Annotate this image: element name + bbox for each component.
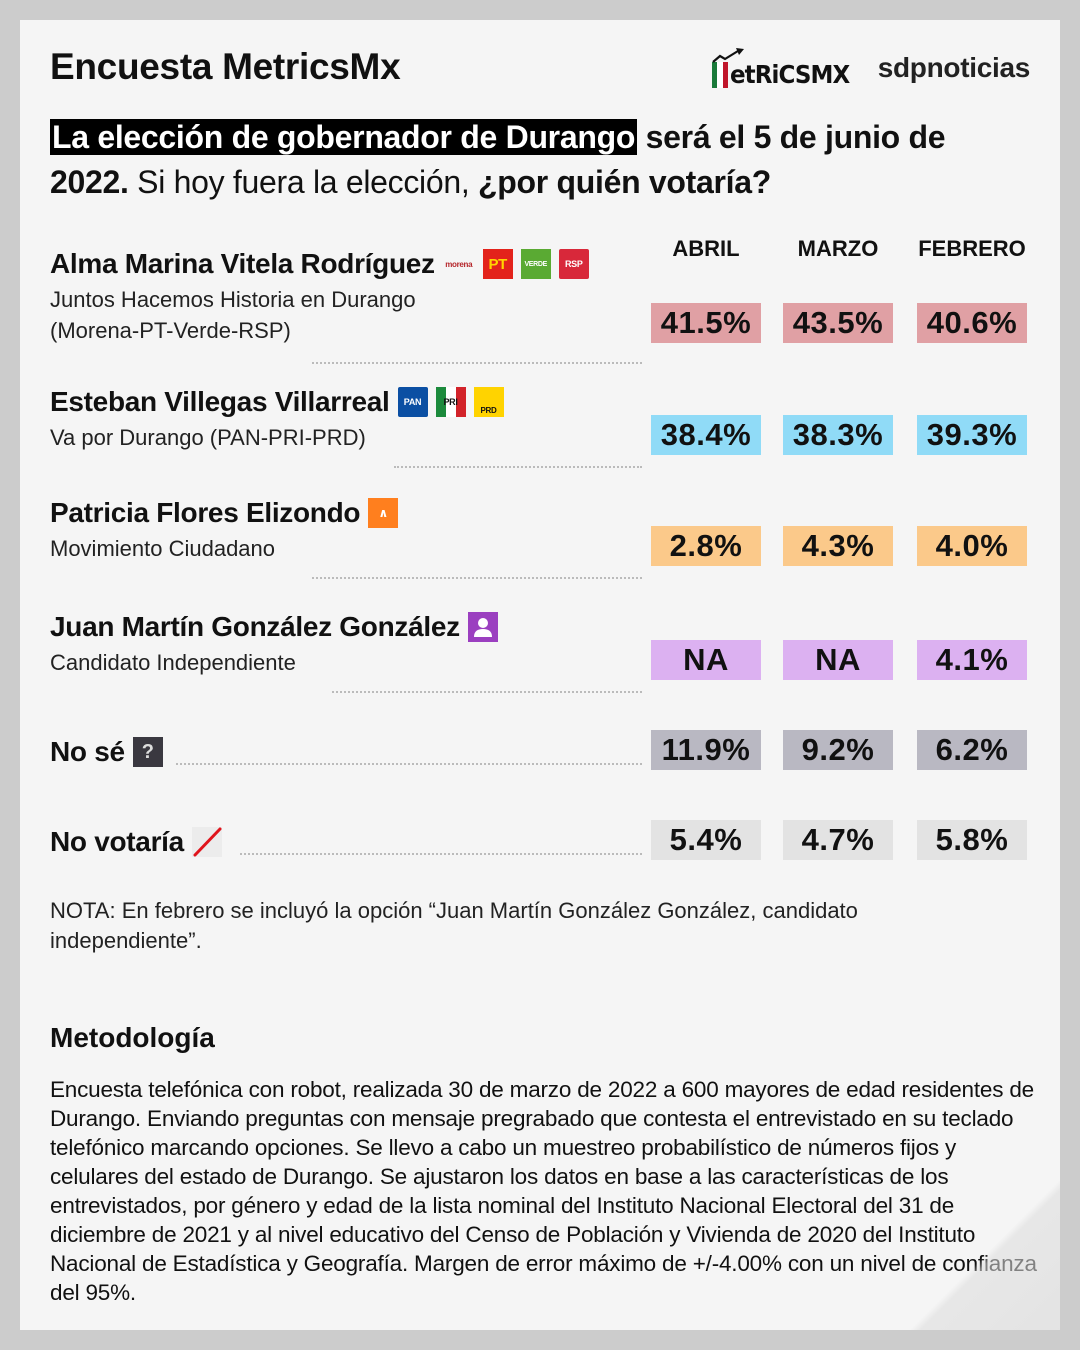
value-no-se-febrero: 6.2% bbox=[917, 730, 1027, 770]
column-header-febrero: FEBRERO bbox=[918, 236, 1026, 261]
poll-card: Encuesta MetricsMx etRiCSMX sdpnoticias … bbox=[20, 20, 1060, 1330]
dotted-leader bbox=[240, 853, 642, 855]
value-villegas-marzo: 38.3% bbox=[783, 415, 893, 455]
column-header-abril: ABRIL bbox=[672, 236, 740, 261]
candidate-row-villegas: Esteban Villegas Villarreal PAN PRI PRD … bbox=[50, 386, 1030, 468]
dotted-leader bbox=[176, 763, 642, 765]
option-row-no-se: No sé ? bbox=[50, 736, 1030, 768]
value-flores-marzo: 4.3% bbox=[783, 526, 893, 566]
slash-no-vote-icon bbox=[191, 827, 222, 857]
option-row-no-votaria: No votaría bbox=[50, 826, 1030, 858]
trend-arrow-icon bbox=[712, 48, 744, 63]
value-vitela-abril: 41.5% bbox=[651, 303, 761, 343]
candidate-row-gonzalez: Juan Martín González González Candidato … bbox=[50, 611, 1030, 693]
methodology-heading: Metodología bbox=[50, 1022, 215, 1053]
morena-logo-icon: morena bbox=[442, 249, 475, 279]
value-gonzalez-marzo: NA bbox=[783, 640, 893, 680]
value-gonzalez-abril: NA bbox=[651, 640, 761, 680]
prd-logo-icon: PRD bbox=[473, 387, 504, 417]
dotted-leader bbox=[332, 691, 642, 693]
survey-question: La elección de gobernador de Durango ser… bbox=[50, 119, 946, 200]
footnote: NOTA: En febrero se incluyó la opción “J… bbox=[50, 898, 858, 953]
value-vitela-marzo: 43.5% bbox=[783, 303, 893, 343]
dotted-leader bbox=[312, 577, 642, 579]
column-header-marzo: MARZO bbox=[797, 236, 879, 261]
value-gonzalez-febrero: 4.1% bbox=[917, 640, 1027, 680]
movimiento-ciudadano-logo-icon: ∧ bbox=[368, 498, 399, 528]
verde-logo-icon: VERDE bbox=[520, 249, 551, 279]
candidate-row-vitela: Alma Marina Vitela Rodríguez morena PT V… bbox=[50, 248, 1030, 364]
value-vitela-febrero: 40.6% bbox=[917, 303, 1027, 343]
question-mark-icon: ? bbox=[132, 737, 163, 767]
value-no-se-abril: 11.9% bbox=[651, 730, 761, 770]
logos: etRiCSMX sdpnoticias bbox=[712, 48, 1030, 88]
value-villegas-abril: 38.4% bbox=[651, 415, 761, 455]
page-title: Encuesta MetricsMx bbox=[50, 46, 401, 87]
candidate-row-flores: Patricia Flores Elizondo ∧ Movimiento Ci… bbox=[50, 497, 1030, 579]
value-no-votaria-abril: 5.4% bbox=[651, 820, 761, 860]
value-flores-abril: 2.8% bbox=[651, 526, 761, 566]
value-villegas-febrero: 39.3% bbox=[917, 415, 1027, 455]
value-flores-febrero: 4.0% bbox=[917, 526, 1027, 566]
dotted-leader bbox=[394, 466, 642, 468]
value-no-se-marzo: 9.2% bbox=[783, 730, 893, 770]
independent-person-icon bbox=[467, 612, 498, 642]
metricsmx-logo: etRiCSMX bbox=[712, 48, 860, 88]
pri-logo-icon: PRI bbox=[435, 387, 466, 417]
methodology-text: Encuesta telefónica con robot, realizada… bbox=[50, 1077, 1037, 1305]
mexico-flag-icon bbox=[712, 62, 728, 88]
value-no-votaria-febrero: 5.8% bbox=[917, 820, 1027, 860]
value-no-votaria-marzo: 4.7% bbox=[783, 820, 893, 860]
pan-logo-icon: PAN bbox=[397, 387, 428, 417]
rsp-logo-icon: RSP bbox=[558, 249, 589, 279]
pt-logo-icon: PT bbox=[482, 249, 513, 279]
dotted-leader bbox=[312, 362, 642, 364]
sdpnoticias-logo: sdpnoticias bbox=[877, 52, 1031, 83]
